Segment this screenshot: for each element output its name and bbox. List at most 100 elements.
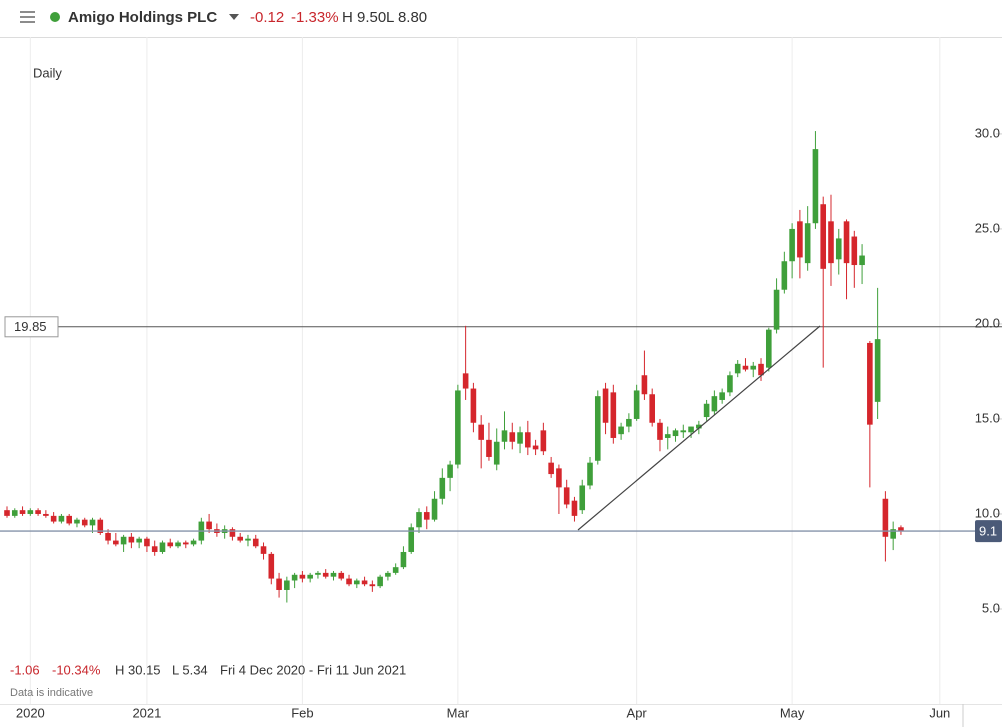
candle-body [338, 572, 345, 579]
reference-label: 19.85 [14, 319, 47, 334]
candle-body [781, 261, 788, 290]
candle-body [797, 221, 803, 258]
candle-body [835, 238, 842, 260]
footer-range: Fri 4 Dec 2020 - Fri 11 Jun 2021 [220, 662, 406, 677]
candle-body [874, 339, 881, 402]
candle-body [618, 426, 624, 435]
candle-body [563, 487, 570, 505]
candle-body [664, 434, 671, 438]
candle-body [812, 149, 819, 224]
candle-body [765, 329, 772, 368]
candle-body [284, 580, 290, 590]
candle-body [19, 510, 26, 514]
candle-body [385, 572, 391, 577]
candle-body [392, 567, 399, 573]
candle-body [50, 515, 57, 522]
candle-body [299, 574, 306, 579]
candle-body [890, 529, 896, 539]
x-tick-label: 2020 [16, 705, 45, 720]
y-tick-label: 20.0 [975, 315, 1000, 330]
candle-body [447, 464, 453, 478]
footer-note: Data is indicative [10, 687, 93, 699]
header-low: L 8.80 [386, 9, 427, 26]
x-tick-label: 2021 [132, 705, 161, 720]
header-change: -0.12 [250, 9, 284, 26]
reference-label-box [4, 316, 59, 338]
candle-body [167, 542, 174, 547]
candle-body [719, 392, 725, 400]
candle-body [750, 365, 757, 370]
footer-change-pct: -10.34% [52, 662, 101, 677]
candle-body [859, 255, 865, 266]
candle-body [237, 536, 244, 541]
candle-body [626, 418, 632, 427]
footer-high: H 30.15 [115, 662, 161, 677]
x-tick-label: Jun [929, 705, 950, 720]
candle-body [641, 375, 648, 395]
candle-body [898, 527, 904, 532]
header-change-pct: -1.33% [291, 9, 339, 26]
candle-body [610, 392, 617, 438]
candle-body [758, 363, 764, 376]
interval-label: Daily [33, 65, 62, 80]
dropdown-caret[interactable] [229, 14, 239, 20]
candle-body [431, 498, 438, 520]
candle-body [742, 365, 749, 370]
candle-body [182, 542, 189, 545]
candle-body [252, 538, 259, 547]
candle-body [291, 574, 298, 581]
candle-body [128, 536, 135, 543]
candle-body [851, 236, 858, 266]
candle-body [867, 342, 873, 425]
x-tick-label: May [780, 705, 805, 720]
candle-body [408, 527, 415, 552]
candle-body [346, 578, 352, 585]
candle-body [330, 572, 337, 577]
y-tick-label: 10.0 [975, 505, 1000, 520]
x-tick-label: Mar [447, 705, 470, 720]
candle-body [843, 221, 850, 264]
candle-body [27, 510, 34, 514]
y-tick-label: 5.0 [982, 600, 1000, 615]
plot-area [4, 37, 1002, 704]
candle-body [144, 538, 150, 547]
menu-icon[interactable] [20, 11, 35, 23]
candle-body [804, 223, 811, 264]
status-dot [50, 12, 60, 22]
last-price-box [975, 520, 1002, 543]
candle-body [532, 445, 539, 450]
candle-body [462, 373, 469, 389]
x-tick-label: Apr [627, 705, 648, 720]
candle-body [703, 403, 710, 418]
trend-line [577, 325, 821, 531]
candle-body [416, 512, 422, 528]
candle-body [486, 439, 492, 457]
candle-body [828, 221, 834, 264]
y-tick-label: 25.0 [975, 220, 1000, 235]
candle-body [556, 468, 562, 488]
candle-body [548, 462, 554, 475]
candle-body [579, 485, 586, 511]
candle-body [649, 394, 655, 423]
candle-body [322, 572, 329, 577]
candle-body [307, 574, 313, 579]
candle-body [882, 498, 889, 537]
candle-body [354, 580, 360, 585]
candle-body [727, 375, 733, 393]
candle-body [268, 553, 275, 579]
last-price-label: 9.1 [979, 524, 997, 539]
candle-body [74, 519, 80, 524]
candle-body [43, 513, 49, 516]
candle-body [773, 289, 780, 330]
candle-body [571, 500, 578, 516]
footer-change: -1.06 [10, 662, 40, 677]
candle-body [501, 430, 508, 442]
candle-body [89, 519, 96, 526]
instrument-name[interactable]: Amigo Holdings PLC [68, 9, 217, 26]
candle-body [245, 538, 251, 541]
y-tick-label: 15.0 [975, 410, 1000, 425]
candle-body [455, 390, 461, 465]
candle-body [377, 576, 383, 587]
